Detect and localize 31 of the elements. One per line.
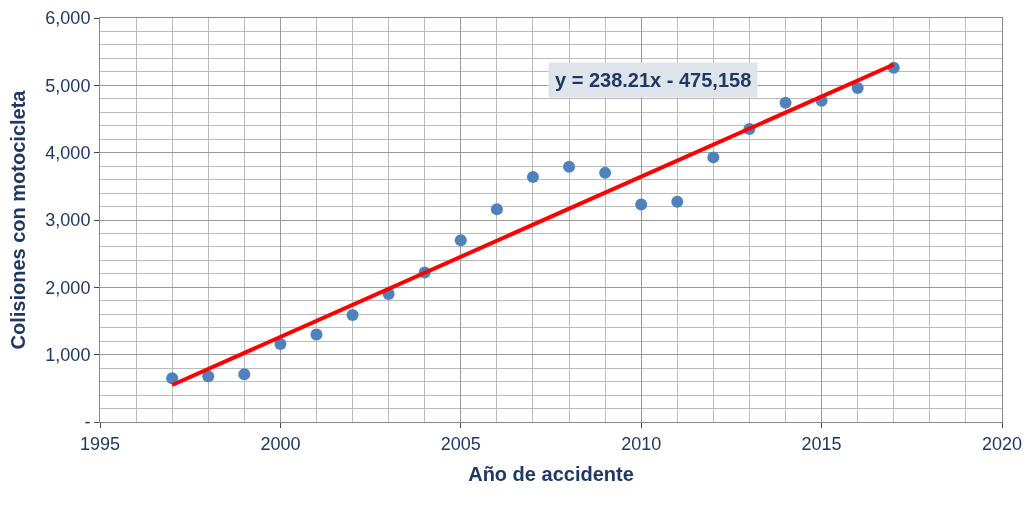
x-tick-label: 2020 — [981, 433, 1023, 454]
point — [707, 151, 720, 164]
y-axis-title: Colisiones con motocicleta — [6, 89, 29, 350]
point — [166, 372, 179, 385]
y-tick-label: 6,000 — [45, 8, 91, 29]
x-axis-title: Año de accidente — [468, 463, 634, 486]
point — [563, 160, 576, 173]
point — [490, 203, 503, 216]
point — [671, 195, 684, 208]
x-tick-label: 2010 — [621, 433, 662, 454]
y-tick-label: 2,000 — [45, 277, 91, 298]
point — [779, 96, 792, 109]
point — [599, 166, 612, 179]
y-tick-label: 3,000 — [45, 210, 91, 231]
y-tick-label: 5,000 — [45, 75, 91, 96]
point — [310, 328, 323, 341]
point — [454, 234, 467, 247]
y-tick-label: 1,000 — [45, 344, 91, 365]
x-tick-label: 2015 — [801, 433, 842, 454]
point — [851, 82, 864, 95]
point — [346, 308, 359, 321]
y-tick-label: 4,000 — [45, 142, 91, 163]
x-tick-label: 1995 — [79, 433, 121, 454]
point — [526, 170, 539, 183]
annotation: y = 238.21x - 475,158 — [555, 69, 752, 91]
point — [202, 370, 215, 383]
point — [635, 198, 648, 211]
x-tick-label: 2000 — [260, 433, 301, 454]
y-tick-label: - — [84, 412, 91, 433]
x-tick-label: 2005 — [440, 433, 481, 454]
point — [238, 368, 251, 381]
